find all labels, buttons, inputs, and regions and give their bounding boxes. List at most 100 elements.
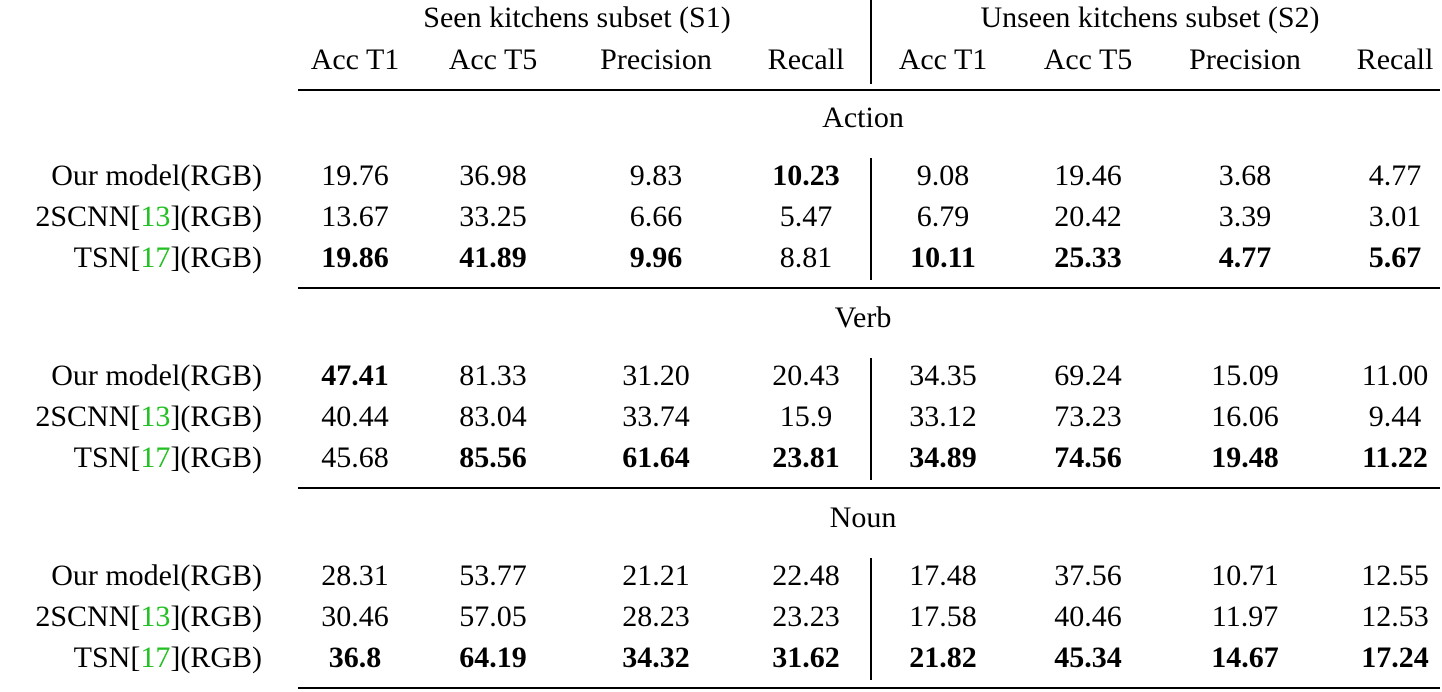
cell: 14.67 [1211, 641, 1279, 674]
label-part: ](RGB) [170, 641, 262, 674]
column-header: Recall [767, 43, 845, 76]
rule [298, 89, 1440, 91]
column-header: Acc T5 [448, 43, 538, 76]
cell: 36.8 [328, 641, 382, 674]
group-header: Unseen kitchens subset (S2) [980, 1, 1320, 34]
cell: 10.11 [910, 241, 976, 274]
label-part: 2SCNN[ [35, 400, 141, 433]
cell: 22.48 [772, 559, 840, 592]
cell: 11.00 [1361, 359, 1429, 392]
cell: 10.71 [1211, 559, 1279, 592]
group-header: Seen kitchens subset (S1) [423, 1, 731, 34]
cell: 3.39 [1218, 200, 1272, 233]
cell: 34.35 [909, 359, 977, 392]
citation-ref: 17 [140, 441, 171, 474]
cell: 10.23 [772, 159, 840, 192]
cell: 25.33 [1054, 241, 1122, 274]
cell: 64.19 [459, 641, 527, 674]
cell: 5.47 [779, 200, 833, 233]
column-header: Acc T1 [898, 43, 988, 76]
section-title: Action [822, 101, 904, 134]
cell: 17.58 [909, 600, 977, 633]
cell: 9.83 [629, 159, 683, 192]
cell: 11.97 [1211, 600, 1279, 633]
column-divider [870, 358, 872, 480]
cell: 21.82 [909, 641, 977, 674]
cell: 19.48 [1211, 441, 1279, 474]
cell: 9.08 [916, 159, 970, 192]
cell: 17.24 [1361, 641, 1429, 674]
label-part: Our model(RGB) [51, 359, 262, 392]
citation-ref: 13 [140, 400, 171, 433]
cell: 28.23 [622, 600, 690, 633]
column-header: Acc T5 [1043, 43, 1133, 76]
cell: 45.68 [321, 441, 389, 474]
cell: 33.12 [909, 400, 977, 433]
cell: 12.55 [1361, 559, 1429, 592]
column-divider [870, 558, 872, 680]
cell: 61.64 [622, 441, 690, 474]
cell: 4.77 [1218, 241, 1272, 274]
cell: 8.81 [779, 241, 833, 274]
cell: 12.53 [1361, 600, 1429, 633]
cell: 30.46 [321, 600, 389, 633]
cell: 20.43 [772, 359, 840, 392]
cell: 40.46 [1054, 600, 1122, 633]
cell: 5.67 [1368, 241, 1422, 274]
cell: 9.44 [1368, 400, 1422, 433]
cell: 53.77 [459, 559, 527, 592]
citation-ref: 13 [140, 200, 171, 233]
cell: 3.01 [1368, 200, 1422, 233]
row-label: TSN[17](RGB) [74, 441, 262, 475]
cell: 21.21 [622, 559, 690, 592]
citation-ref: 17 [140, 241, 171, 274]
label-part: TSN[ [73, 641, 141, 674]
cell: 4.77 [1368, 159, 1422, 192]
cell: 20.42 [1054, 200, 1122, 233]
label-part: ](RGB) [170, 441, 262, 474]
column-divider [870, 0, 872, 84]
cell: 16.06 [1211, 400, 1279, 433]
rule [298, 687, 1440, 689]
citation-ref: 13 [140, 600, 171, 633]
cell: 83.04 [459, 400, 527, 433]
row-label: 2SCNN[13](RGB) [35, 400, 262, 434]
cell: 6.79 [916, 200, 970, 233]
cell: 15.09 [1211, 359, 1279, 392]
row-label: Our model(RGB) [51, 159, 262, 193]
cell: 19.76 [321, 159, 389, 192]
column-header: Precision [600, 43, 712, 76]
cell: 73.23 [1054, 400, 1122, 433]
cell: 23.23 [772, 600, 840, 633]
label-part: ](RGB) [170, 241, 262, 274]
cell: 69.24 [1054, 359, 1122, 392]
cell: 6.66 [629, 200, 683, 233]
label-part: TSN[ [73, 441, 141, 474]
cell: 47.41 [321, 359, 389, 392]
row-label: TSN[17](RGB) [74, 241, 262, 275]
cell: 74.56 [1054, 441, 1122, 474]
label-part: 2SCNN[ [35, 200, 141, 233]
citation-ref: 17 [140, 641, 171, 674]
cell: 45.34 [1054, 641, 1122, 674]
cell: 57.05 [459, 600, 527, 633]
row-label: TSN[17](RGB) [74, 641, 262, 675]
cell: 40.44 [321, 400, 389, 433]
label-part: TSN[ [73, 241, 141, 274]
rule [298, 487, 1440, 489]
cell: 33.74 [622, 400, 690, 433]
cell: 81.33 [459, 359, 527, 392]
cell: 37.56 [1054, 559, 1122, 592]
cell: 19.46 [1054, 159, 1122, 192]
row-label: 2SCNN[13](RGB) [35, 200, 262, 234]
label-part: ](RGB) [170, 200, 262, 233]
cell: 85.56 [459, 441, 527, 474]
label-part: Our model(RGB) [51, 159, 262, 192]
cell: 36.98 [459, 159, 527, 192]
cell: 9.96 [629, 241, 683, 274]
section-title: Noun [829, 501, 897, 534]
cell: 13.67 [321, 200, 389, 233]
label-part: Our model(RGB) [51, 559, 262, 592]
cell: 34.32 [622, 641, 690, 674]
